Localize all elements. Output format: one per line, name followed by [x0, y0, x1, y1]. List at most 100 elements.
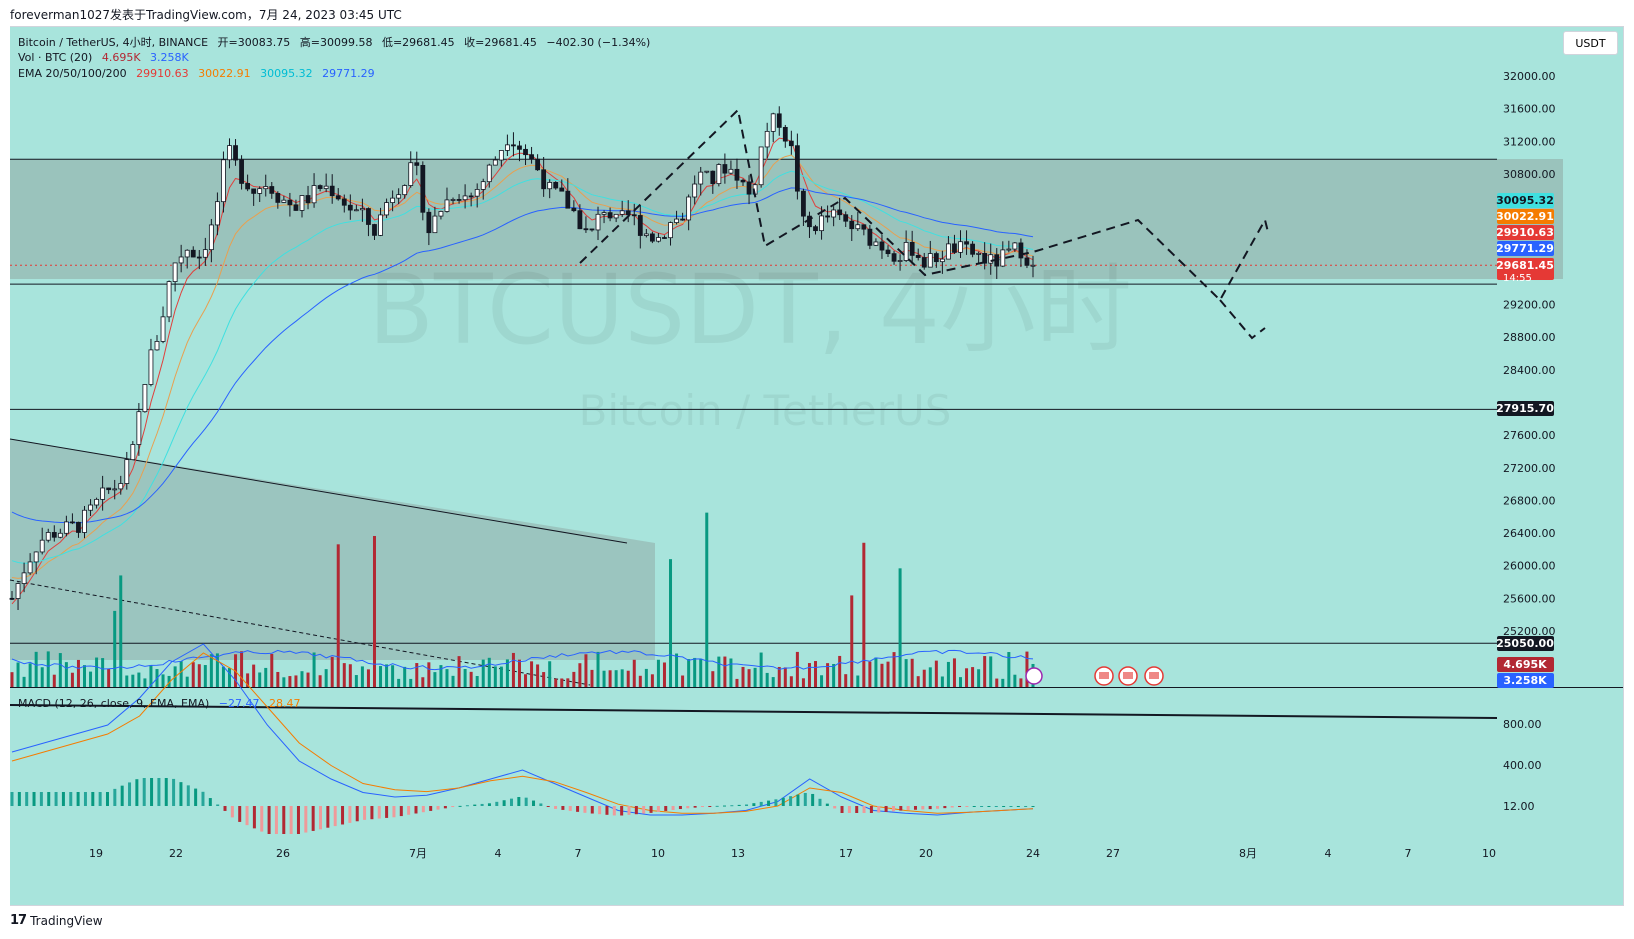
volume-bar — [1025, 651, 1029, 687]
candle-body — [583, 228, 589, 231]
volume-bar — [300, 671, 304, 687]
candle-body — [9, 597, 15, 600]
volume-bar — [161, 674, 165, 687]
candle-body — [15, 583, 21, 599]
volume-bar — [294, 675, 298, 687]
macd-histogram-bar — [950, 806, 954, 808]
macd-histogram-bar — [649, 806, 653, 813]
candle-body — [547, 182, 553, 190]
candle-body — [831, 209, 837, 218]
volume-bar — [777, 666, 781, 687]
candle-body — [172, 262, 178, 282]
macd-histogram-bar — [150, 778, 154, 806]
macd-histogram-bar — [10, 792, 14, 806]
macd-axis-tick: 12.00 — [1503, 800, 1535, 813]
candle-body — [740, 179, 746, 183]
macd-histogram-bar — [943, 806, 947, 809]
price-label-countdown: 14:55 — [1503, 273, 1532, 284]
macd-histogram-bar — [54, 792, 58, 806]
candle-body — [299, 195, 305, 211]
candle-body — [952, 243, 957, 253]
volume-bar — [348, 664, 352, 687]
macd-histogram-bar — [260, 806, 264, 832]
legend-symbol: Bitcoin / TetherUS, 4小时, BINANCE — [18, 36, 209, 49]
volume-bar — [578, 663, 582, 687]
volume-bar — [965, 668, 969, 687]
volume-bar — [246, 673, 250, 687]
volume-bar — [306, 672, 310, 687]
macd-histogram-bar — [869, 806, 873, 813]
price-label-text: 30022.91 — [1496, 210, 1554, 223]
volume-bar — [989, 656, 993, 687]
volume-bar — [433, 672, 437, 687]
macd-histogram-bar — [752, 803, 756, 806]
volume-bar — [560, 678, 564, 687]
candle-body — [33, 551, 39, 563]
candle-body — [124, 459, 130, 484]
candle-body — [571, 207, 577, 212]
candle-body — [51, 532, 57, 538]
volume-bar — [76, 659, 80, 687]
volume-bar — [52, 674, 56, 687]
legend-volume: Vol · BTC (20) 4.695K 3.258K — [18, 51, 195, 64]
candle-body — [565, 190, 571, 209]
candle-body — [662, 237, 667, 239]
candle-body — [311, 185, 317, 204]
macd-histogram-bar — [803, 792, 807, 806]
volume-bar — [499, 666, 503, 687]
candle-body — [1024, 257, 1030, 266]
candle-body — [704, 170, 710, 173]
candle-body — [263, 186, 269, 190]
macd-histogram-bar — [201, 791, 205, 806]
volume-bar — [427, 662, 431, 687]
volume-bar — [759, 652, 763, 687]
price-label-text: 27915.70 — [1496, 402, 1554, 415]
candle-body — [450, 199, 456, 201]
volume-bar — [95, 657, 99, 687]
time-axis-tick: 4 — [495, 847, 502, 860]
candle-body — [933, 253, 939, 263]
candle-body — [486, 164, 492, 183]
volume-bar — [687, 659, 691, 687]
candle-body — [517, 145, 522, 150]
currency-button[interactable]: USDT — [1563, 31, 1618, 55]
candle-body — [897, 260, 903, 262]
candle-body — [855, 224, 861, 230]
time-axis-tick: 24 — [1026, 847, 1040, 860]
candle-body — [239, 159, 244, 184]
macd-axis-tick: 800.00 — [1503, 718, 1542, 731]
volume-bar — [820, 675, 824, 687]
macd-histogram-bar — [906, 806, 910, 811]
volume-ma-line — [11, 649, 1034, 671]
macd-histogram-bar — [1031, 806, 1035, 807]
candle-body — [946, 243, 951, 260]
candle-body — [764, 130, 770, 148]
volume-bar — [880, 663, 884, 687]
volume-bar — [415, 663, 419, 687]
macd-histogram-bar — [76, 792, 80, 806]
volume-bar — [360, 666, 364, 687]
tradingview-logo-icon: 17 — [10, 913, 27, 928]
volume-bar — [463, 668, 467, 687]
candle-body — [384, 202, 389, 216]
candle-body — [649, 233, 655, 242]
legend-ema: EMA 20/50/100/200 29910.63 30022.91 3009… — [18, 67, 381, 80]
candle-body — [825, 215, 830, 218]
macd-histogram-bar — [877, 806, 881, 813]
volume-bar — [898, 568, 902, 687]
candle-body — [208, 224, 214, 251]
price-label-box — [1497, 193, 1554, 208]
volume-bar — [481, 659, 485, 687]
volume-bar — [46, 651, 50, 687]
volume-bar — [904, 659, 908, 687]
volume-bar — [928, 667, 932, 687]
candle-body — [438, 211, 444, 217]
macd-histogram-bar — [436, 806, 440, 810]
macd-histogram-bar — [994, 806, 998, 807]
candle-body — [710, 170, 716, 185]
candle-body — [432, 215, 438, 234]
volume-bar — [403, 666, 407, 687]
macd-histogram-bar — [958, 806, 962, 807]
publisher-header: foreverman1027发表于TradingView.com，7月 24, … — [10, 8, 402, 22]
